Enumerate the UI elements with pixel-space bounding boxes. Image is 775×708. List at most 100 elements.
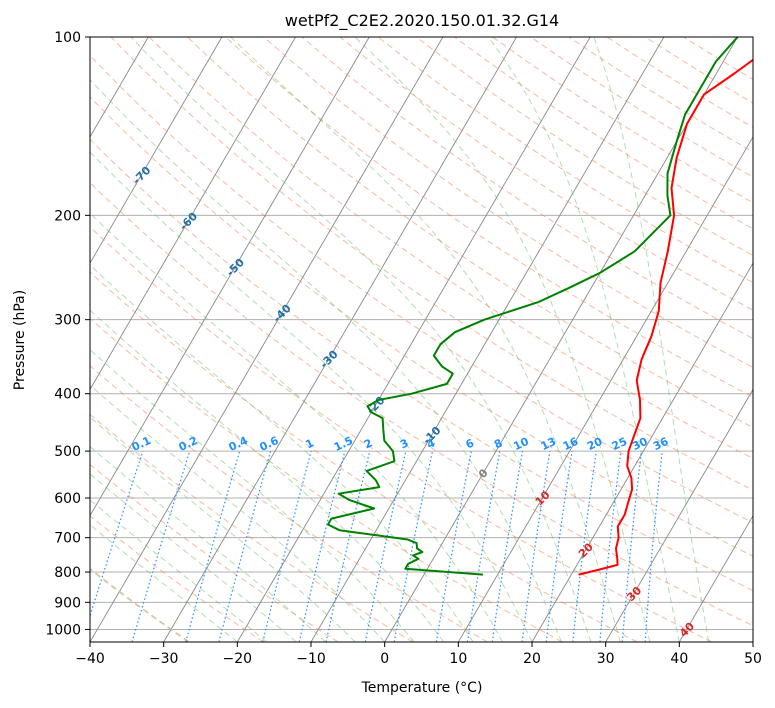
isotherm-label: -50	[224, 256, 247, 279]
mixing-ratio-label: 25	[610, 435, 629, 453]
skewed-isotherms	[0, 37, 753, 642]
x-tick-label: −10	[296, 651, 326, 667]
moist-adiabat-line	[90, 473, 297, 642]
mixing-ratio-line	[131, 450, 191, 642]
y-tick-label: 800	[54, 565, 81, 581]
y-tick-label: 600	[54, 491, 81, 507]
mixing-ratio-line	[393, 450, 434, 642]
moist-adiabats	[90, 37, 710, 642]
mixing-ratio-line	[90, 450, 144, 618]
x-axis-ticks: −40 −30 −20 −10 0 10 20 30 40 50	[75, 642, 762, 667]
isotherm-line	[384, 37, 738, 642]
dry-adiabats	[90, 37, 753, 642]
isotherm-label: 20	[576, 540, 596, 560]
isotherm-line	[605, 388, 753, 642]
moist-adiabat-line	[90, 499, 268, 642]
mixing-ratio-label: 20	[585, 435, 605, 453]
x-tick-label: 0	[380, 651, 389, 667]
mixing-ratio-line	[491, 450, 524, 642]
isotherm-label: -10	[420, 424, 443, 447]
y-tick-label: 200	[54, 208, 81, 224]
mixing-ratio-lines	[90, 450, 663, 642]
isotherm-label: -30	[317, 348, 340, 371]
mixing-ratio-line	[621, 451, 643, 642]
isotherm-line	[90, 37, 370, 517]
plot-frame	[89, 36, 754, 643]
mixing-ratio-line	[262, 450, 312, 642]
moist-adiabat-line	[90, 445, 327, 642]
mixing-ratio-line	[572, 451, 597, 642]
y-tick-label: 900	[54, 595, 81, 611]
y-tick-label: 700	[54, 531, 81, 547]
mixing-ratio-line	[644, 451, 663, 642]
pressure-gridlines	[90, 37, 753, 630]
dry-adiabat-line	[90, 96, 753, 557]
mixing-ratio-label: 13	[539, 435, 558, 453]
mixing-ratio-label: 16	[561, 435, 581, 453]
moist-adiabat-line	[90, 349, 415, 642]
isotherm-line	[90, 37, 223, 265]
moist-adiabat-line	[90, 212, 503, 642]
x-tick-label: −30	[149, 651, 179, 667]
dry-adiabat-line	[683, 37, 753, 80]
chart-title: wetPf2_C2E2.2020.150.01.32.G14	[285, 11, 559, 31]
mixing-ratio-line	[364, 450, 407, 642]
isotherm-line	[0, 37, 1, 642]
mixing-ratio-label: 1	[303, 436, 315, 451]
dry-adiabat-line	[263, 37, 753, 369]
moist-adiabat-line	[230, 37, 621, 642]
y-tick-label: 1000	[45, 622, 81, 638]
mixing-ratio-label: 3	[398, 436, 410, 451]
isotherm-label: -40	[271, 302, 294, 325]
reference-line-labels: 0.1 0.2 0.4 0.6 1 1.5 2 3 4 6 8 10 13 16 20 25 30 36-70-6…	[130, 164, 697, 640]
dry-adiabat-line	[644, 37, 753, 104]
mixing-ratio-line	[325, 450, 371, 642]
profile-lines	[327, 37, 753, 576]
dry-adiabat-line	[301, 37, 753, 340]
moist-adiabat-line	[90, 384, 386, 642]
dry-adiabat-line	[90, 138, 753, 592]
mixing-ratio-line	[545, 451, 573, 642]
isotherm-label: 30	[624, 584, 644, 604]
mixing-ratio-line	[218, 450, 272, 642]
mixing-ratio-line	[599, 451, 622, 642]
x-axis-title: Temperature (°C)	[361, 680, 483, 696]
y-tick-label: 300	[54, 313, 81, 329]
isotherm-label: 0	[476, 466, 491, 481]
moist-adiabat-line	[90, 309, 445, 642]
mixing-ratio-line	[185, 450, 241, 642]
dry-adiabat-line	[90, 413, 414, 642]
dry-adiabat-line	[225, 37, 753, 398]
moist-adiabat-line	[130, 37, 592, 642]
dry-adiabat-line	[90, 181, 753, 627]
dry-adiabat-line	[90, 567, 190, 642]
dry-adiabat-line	[90, 317, 563, 642]
y-axis-ticks: 100 200 300 400 500 600 700 800 900 1000	[45, 30, 90, 638]
dry-adiabat-line	[90, 226, 712, 642]
dry-adiabat-line	[110, 37, 753, 491]
isotherm-line	[90, 37, 296, 391]
dry-adiabat-line	[90, 515, 264, 642]
y-tick-label: 400	[54, 387, 81, 403]
mixing-ratio-label: 36	[651, 435, 671, 453]
mixing-ratio-line	[298, 450, 346, 642]
isotherm-line	[163, 37, 517, 642]
dry-adiabat-line	[415, 37, 753, 256]
moist-adiabat-line	[487, 37, 680, 642]
isotherm-label: 10	[533, 488, 553, 508]
mixing-ratio-label: 10	[511, 435, 531, 453]
moist-adiabat-line	[90, 78, 562, 642]
y-axis-title: Pressure (hPa)	[12, 290, 28, 390]
x-tick-label: 20	[523, 651, 541, 667]
dry-adiabat-line	[90, 365, 488, 642]
dry-adiabat-line	[377, 37, 753, 284]
mixing-ratio-label: 6	[464, 436, 477, 451]
moist-adiabat-line	[593, 37, 710, 642]
dry-adiabat-line	[454, 37, 753, 230]
x-tick-label: 50	[744, 651, 762, 667]
isotherm-label: 40	[677, 620, 697, 640]
isotherm-label: -70	[130, 164, 153, 187]
moist-adiabat-line	[90, 264, 474, 642]
dry-adiabat-line	[606, 37, 753, 128]
x-tick-label: 30	[597, 651, 615, 667]
